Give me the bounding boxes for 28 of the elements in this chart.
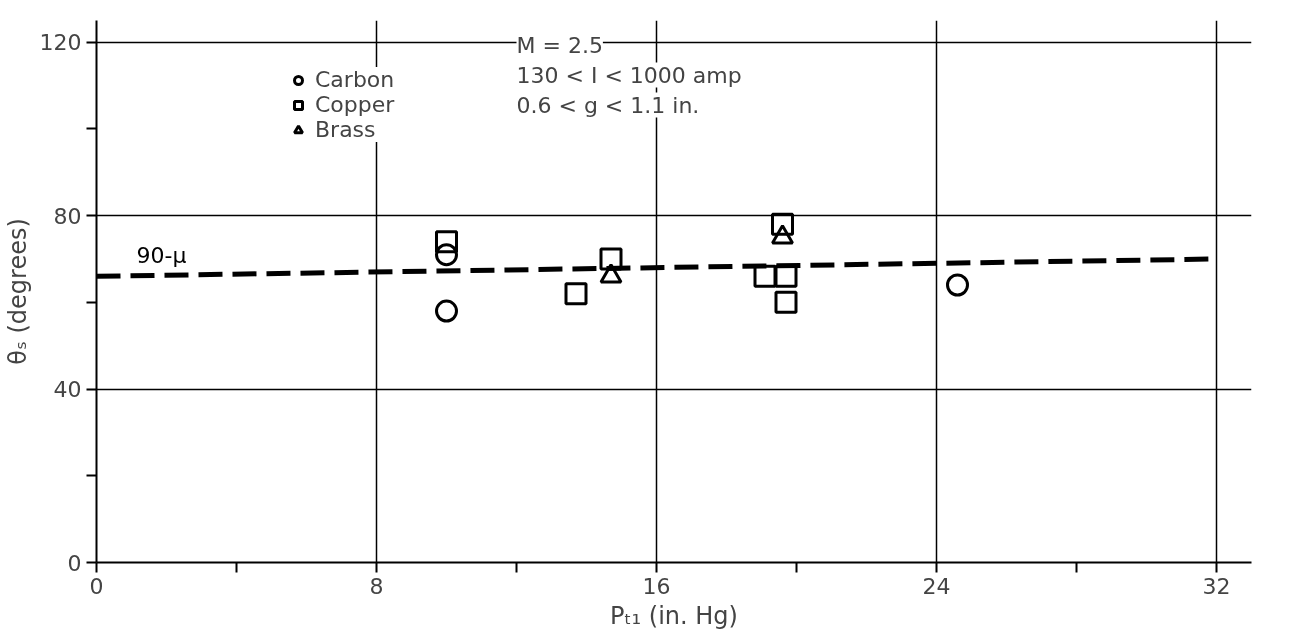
- point: [774, 290, 798, 314]
- point: [599, 247, 623, 271]
- point: [946, 273, 969, 297]
- x-tick-label: 0: [89, 573, 104, 599]
- x-tick-label: 24: [922, 573, 951, 599]
- point: [435, 243, 458, 267]
- legend-label: Copper: [315, 92, 395, 117]
- point: [753, 264, 777, 288]
- x-axis-title: Pₜ₁ (in. Hg): [610, 601, 738, 630]
- y-tick-label: 40: [53, 377, 82, 403]
- annotation: M = 2.5: [516, 32, 603, 58]
- legend-label: Brass: [315, 117, 376, 142]
- x-tick-label: 8: [369, 573, 384, 599]
- x-tick-label: 32: [1202, 573, 1231, 599]
- legend-label: Carbon: [315, 67, 395, 92]
- y-tick-label: 120: [39, 30, 82, 56]
- annotation: 130 < I < 1000 amp: [516, 62, 742, 88]
- point: [435, 230, 458, 254]
- point: [564, 282, 588, 306]
- y-axis-title: θₛ (degrees): [3, 218, 32, 365]
- point: [435, 299, 458, 323]
- y-tick-label: 80: [53, 203, 82, 229]
- x-tick-label: 16: [642, 573, 671, 599]
- point: [771, 212, 794, 236]
- annotation: 0.6 < g < 1.1 in.: [516, 92, 700, 118]
- y-tick-label: 0: [67, 550, 82, 576]
- point: [774, 264, 798, 288]
- series-label: 90-μ: [136, 243, 187, 269]
